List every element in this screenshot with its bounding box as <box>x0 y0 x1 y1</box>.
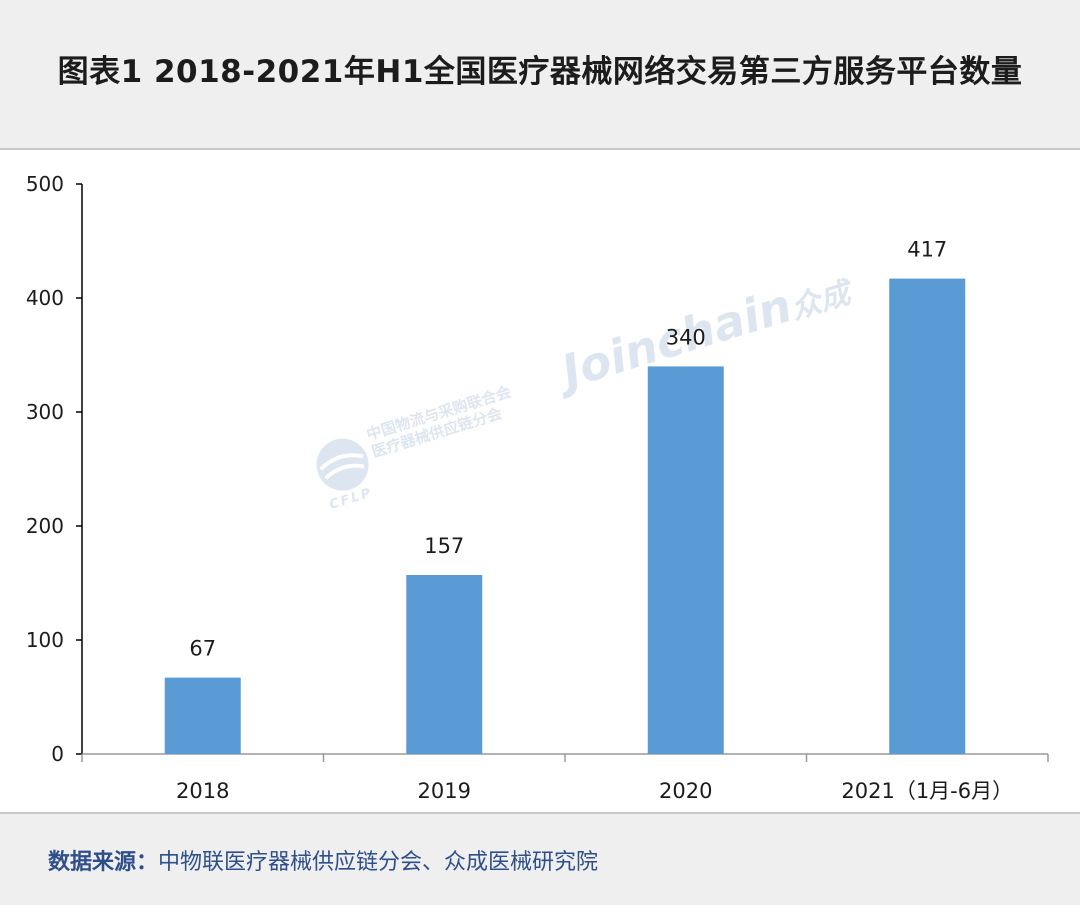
bar-value-label: 157 <box>424 534 464 558</box>
y-tick-label: 500 <box>26 172 64 196</box>
y-tick-label: 0 <box>51 742 64 766</box>
source-text: 中物联医疗器械供应链分会、众成医械研究院 <box>158 849 599 875</box>
y-tick-label: 300 <box>26 400 64 424</box>
x-category-label: 2020 <box>659 779 712 803</box>
x-category-label: 2021（1月-6月） <box>841 779 1013 803</box>
bar-value-label: 67 <box>189 637 216 661</box>
y-tick-label: 100 <box>26 628 64 652</box>
x-category-label: 2019 <box>418 779 471 803</box>
bar-value-label: 340 <box>666 325 706 349</box>
chart-title: 图表1 2018-2021年H1全国医疗器械网络交易第三方服务平台数量 <box>57 53 1023 90</box>
bar <box>889 278 966 754</box>
bar-value-label: 417 <box>907 238 947 262</box>
bar <box>164 677 241 754</box>
y-tick-label: 400 <box>26 286 64 310</box>
source-label: 数据来源： <box>48 849 159 875</box>
title-band: 图表1 2018-2021年H1全国医疗器械网络交易第三方服务平台数量 <box>0 0 1080 148</box>
bar <box>647 366 724 754</box>
bar <box>406 575 483 754</box>
bar-chart: 0 100 200 300 400 500 67 2018 157 2019 340 2020 417 2… <box>26 172 1049 803</box>
source-band: 数据来源： 中物联医疗器械供应链分会、众成医械研究院 <box>0 814 1080 905</box>
x-category-label: 2018 <box>176 779 229 803</box>
y-tick-label: 200 <box>26 514 64 538</box>
